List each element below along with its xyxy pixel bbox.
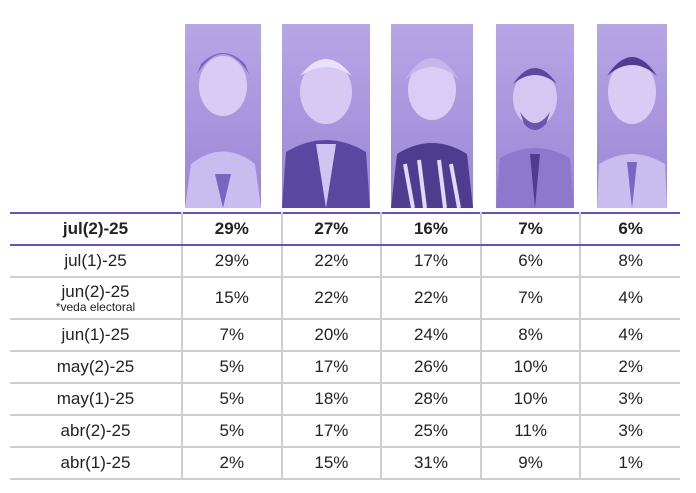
value-cell: 22% xyxy=(281,245,383,278)
value-cell: 11% xyxy=(480,415,582,448)
value-cell: 3% xyxy=(580,415,680,448)
value-cell: 4% xyxy=(580,277,680,320)
value-cell: 26% xyxy=(381,351,482,384)
table-row: jun(2)-25 *veda electoral 15% 22% 22% 7% 4% xyxy=(10,277,680,320)
row-date-cell: abr(2)-25 xyxy=(10,415,183,448)
value-cell: 29% xyxy=(182,245,283,278)
value-cell: 17% xyxy=(381,245,482,278)
value-cell: 2% xyxy=(182,447,283,480)
candidate-photo-5 xyxy=(597,24,667,208)
row-date-cell: may(2)-25 xyxy=(10,351,183,384)
row-date-label: jul(1)-25 xyxy=(64,251,127,270)
value-cell: 22% xyxy=(281,277,383,320)
value-cell: 5% xyxy=(182,383,283,416)
value-cell: 10% xyxy=(480,383,582,416)
value-cell: 6% xyxy=(580,212,680,246)
table-row: may(1)-25 5% 18% 28% 10% 3% xyxy=(10,383,680,416)
row-date-label: jun(2)-25 xyxy=(61,281,130,301)
value-cell: 15% xyxy=(281,447,383,480)
value-cell: 15% xyxy=(182,277,283,320)
candidate-photo-2 xyxy=(282,24,370,208)
value-cell: 17% xyxy=(281,415,383,448)
value-cell: 2% xyxy=(580,351,680,384)
value-cell: 25% xyxy=(381,415,482,448)
value-cell: 6% xyxy=(480,245,582,278)
value-cell: 29% xyxy=(182,212,283,246)
value-cell: 10% xyxy=(480,351,582,384)
table-row: abr(2)-25 5% 17% 25% 11% 3% xyxy=(10,415,680,448)
table-row: abr(1)-25 2% 15% 31% 9% 1% xyxy=(10,447,680,480)
table-row: jul(1)-25 29% 22% 17% 6% 8% xyxy=(10,245,680,278)
value-cell: 4% xyxy=(580,319,680,352)
row-date-cell: jul(1)-25 xyxy=(10,245,183,278)
row-date-cell: may(1)-25 xyxy=(10,383,183,416)
value-cell: 18% xyxy=(281,383,383,416)
row-date-label: may(2)-25 xyxy=(56,357,135,376)
candidate-photo-4 xyxy=(496,24,574,208)
value-cell: 20% xyxy=(281,319,383,352)
value-cell: 22% xyxy=(381,277,482,320)
value-cell: 8% xyxy=(480,319,582,352)
row-date-cell: jul(2)-25 xyxy=(10,212,183,246)
value-cell: 1% xyxy=(580,447,680,480)
row-date-cell: abr(1)-25 xyxy=(10,447,183,480)
value-cell: 28% xyxy=(381,383,482,416)
value-cell: 24% xyxy=(381,319,482,352)
value-cell: 7% xyxy=(182,319,283,352)
value-cell: 3% xyxy=(580,383,680,416)
poll-table: jul(2)-25 29% 27% 16% 7% 6% jul(1)-25 29% 22% 17%… xyxy=(10,212,680,480)
row-date-note: *veda electoral xyxy=(55,299,136,314)
row-date-cell: jun(2)-25 *veda electoral xyxy=(10,277,183,320)
row-date-label: abr(1)-25 xyxy=(60,453,131,472)
row-date-label: abr(2)-25 xyxy=(60,421,131,440)
value-cell: 17% xyxy=(281,351,383,384)
row-date-label: jun(1)-25 xyxy=(61,325,130,344)
table-row: jul(2)-25 29% 27% 16% 7% 6% xyxy=(10,212,680,246)
value-cell: 27% xyxy=(281,212,383,246)
value-cell: 7% xyxy=(480,212,582,246)
table-row: jun(1)-25 7% 20% 24% 8% 4% xyxy=(10,319,680,352)
row-date-label: may(1)-25 xyxy=(56,389,135,408)
row-date-label: jul(2)-25 xyxy=(62,219,129,238)
value-cell: 9% xyxy=(480,447,582,480)
value-cell: 31% xyxy=(381,447,482,480)
value-cell: 5% xyxy=(182,415,283,448)
value-cell: 8% xyxy=(580,245,680,278)
candidate-photo-3 xyxy=(391,24,473,208)
value-cell: 5% xyxy=(182,351,283,384)
value-cell: 7% xyxy=(480,277,582,320)
table-row: may(2)-25 5% 17% 26% 10% 2% xyxy=(10,351,680,384)
value-cell: 16% xyxy=(381,212,482,246)
candidate-photo-1 xyxy=(185,24,261,208)
row-date-cell: jun(1)-25 xyxy=(10,319,183,352)
